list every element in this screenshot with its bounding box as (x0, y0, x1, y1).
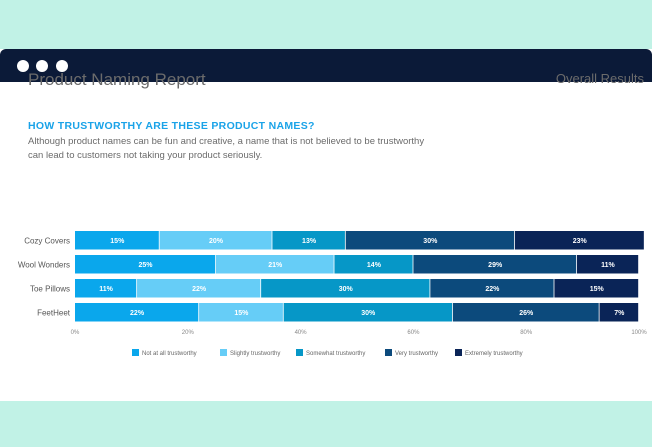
data-label: 15% (234, 310, 249, 317)
data-label: 30% (423, 238, 438, 245)
data-label: 22% (192, 286, 207, 293)
bar-segment (452, 303, 599, 322)
category-label: Toe Pillows (30, 284, 70, 293)
data-label: 26% (519, 310, 534, 317)
bar-segment (199, 303, 283, 322)
category-label: FeetHeet (37, 308, 71, 317)
bar-segment (261, 279, 430, 298)
minimize-window-icon[interactable] (36, 60, 48, 72)
x-tick-label: 40% (295, 330, 308, 336)
legend-label: Not at all trustworthy (142, 351, 197, 357)
legend-swatch (296, 349, 303, 356)
data-label: 22% (130, 310, 145, 317)
data-label: 11% (601, 262, 615, 269)
report-title: Product Naming Report (28, 70, 206, 89)
bar-segment (75, 303, 199, 322)
data-label: 20% (209, 238, 224, 245)
data-label: 7% (614, 310, 625, 317)
bar-segment (159, 231, 272, 250)
data-label: 29% (488, 262, 503, 269)
legend-swatch (455, 349, 462, 356)
data-label: 14% (367, 262, 382, 269)
x-tick-label: 20% (182, 330, 195, 336)
question-heading: HOW TRUSTWORTHY ARE THESE PRODUCT NAMES? (28, 120, 315, 132)
bar-segment (430, 279, 554, 298)
bar-segment (334, 255, 413, 274)
legend-swatch (132, 349, 139, 356)
stacked-bar-chart: Cozy Covers 15% 20% 13% 30% 23% Wool Wonders 25… (18, 231, 647, 357)
legend-swatch (220, 349, 227, 356)
bar-segment (514, 231, 644, 250)
bar-segment (75, 255, 216, 274)
data-label: 22% (485, 286, 500, 293)
x-tick-label: 0% (71, 330, 80, 336)
data-label: 30% (361, 310, 376, 317)
bar-segment (599, 303, 639, 322)
window-titlebar (0, 49, 652, 82)
data-label: 15% (110, 238, 125, 245)
category-label: Cozy Covers (24, 236, 70, 245)
app-window (0, 49, 652, 401)
data-label: 23% (573, 238, 588, 245)
x-tick-label: 60% (407, 330, 420, 336)
legend-label: Extremely trustworthy (465, 351, 523, 357)
bar-segment (75, 231, 159, 250)
data-label: 21% (268, 262, 283, 269)
data-label: 13% (302, 238, 317, 245)
bar-segment (283, 303, 453, 322)
x-tick-label: 100% (631, 330, 647, 336)
bar-segment (272, 231, 345, 250)
bar-segment (576, 255, 639, 274)
results-scope-label: Overall Results (555, 71, 644, 86)
question-description: Although product names can be fun and cr… (28, 136, 425, 161)
legend-swatch (385, 349, 392, 356)
bar-segment (216, 255, 334, 274)
bar-segment (75, 279, 137, 298)
legend-label: Slightly trustworthy (230, 351, 280, 357)
legend-label: Somewhat trustworthy (306, 351, 365, 357)
maximize-window-icon[interactable] (56, 60, 68, 72)
data-label: 30% (339, 286, 354, 293)
data-label: 11% (99, 286, 113, 293)
data-label: 15% (590, 286, 605, 293)
bar-segment (345, 231, 515, 250)
bar-segment (413, 255, 577, 274)
x-tick-label: 80% (520, 330, 533, 336)
category-label: Wool Wonders (18, 260, 70, 269)
bar-segment (137, 279, 261, 298)
close-window-icon[interactable] (17, 60, 29, 72)
bar-segment (554, 279, 639, 298)
data-label: 25% (138, 262, 153, 269)
legend-label: Very trustworthy (395, 351, 438, 357)
